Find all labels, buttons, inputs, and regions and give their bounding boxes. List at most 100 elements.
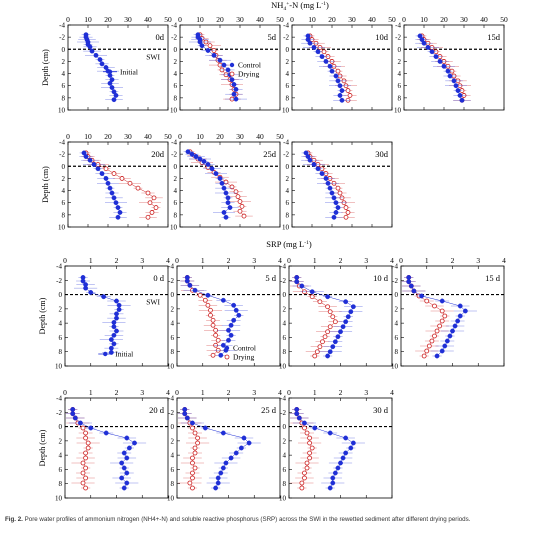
data-point-control: [197, 156, 203, 162]
y-tick-label: 10: [170, 107, 178, 115]
data-point-control: [109, 190, 115, 196]
x-tick-label: 4: [502, 256, 506, 265]
x-tick-label: 30: [124, 132, 132, 141]
y-tick-label: 10: [170, 224, 178, 232]
y-tick-label: 2: [395, 305, 399, 313]
data-point-control: [348, 445, 354, 451]
data-point-control: [115, 214, 121, 220]
data-point-control: [124, 480, 130, 486]
y-tick-label: 6: [62, 82, 66, 90]
data-point-control: [124, 435, 130, 441]
y-tick-label: 6: [174, 199, 178, 207]
data-point-control: [197, 39, 203, 45]
data-point-drying: [317, 344, 323, 350]
panel-day-label: 0d: [156, 32, 165, 42]
data-point-control: [315, 49, 321, 55]
data-point-control: [305, 154, 311, 159]
data-point-drying: [83, 475, 88, 481]
x-tick-label: 40: [256, 15, 264, 24]
data-point-control: [445, 68, 451, 74]
y-tick-label: 8: [174, 211, 178, 219]
y-tick-label: 4: [283, 320, 287, 328]
y-tick-label: 6: [395, 334, 399, 342]
x-tick-label: 10: [196, 15, 204, 24]
data-point-drying: [85, 440, 91, 446]
data-point-control: [345, 314, 351, 320]
y-tick-label: -2: [56, 409, 62, 417]
data-point-control: [450, 328, 455, 334]
panel-frame: [403, 24, 505, 111]
data-point-control: [209, 166, 215, 172]
y-tick-label: -2: [168, 409, 174, 417]
y-tick-label: -2: [171, 34, 177, 42]
figure-caption: Fig. 2. Pore water profiles of ammonium …: [5, 516, 545, 523]
y-tick-label: 8: [286, 94, 290, 102]
y-tick-label: 2: [62, 175, 66, 183]
data-point-initial: [111, 89, 117, 95]
data-point-drying: [241, 213, 247, 219]
legend-label-initial: Initial: [120, 67, 138, 76]
data-point-control: [201, 159, 207, 164]
data-point-control: [307, 157, 313, 163]
data-point-drying: [317, 299, 323, 305]
data-point-control: [78, 420, 83, 426]
data-point-drying: [147, 200, 153, 206]
data-point-drying: [215, 337, 221, 343]
data-point-control: [323, 176, 329, 181]
data-point-initial: [114, 328, 119, 334]
y-tick-label: 6: [283, 334, 287, 342]
x-tick-label: 1: [89, 388, 93, 397]
panel-day-label: 15 d: [485, 273, 501, 283]
data-point-control: [294, 279, 300, 285]
y-tick-label: 4: [395, 320, 399, 328]
data-point-control: [335, 78, 341, 84]
data-point-control: [121, 450, 127, 456]
data-point-control: [459, 97, 465, 103]
panel-frame: [67, 141, 169, 228]
data-point-control: [221, 62, 227, 68]
panel-day-label: 25d: [263, 149, 277, 159]
data-point-drying: [325, 304, 331, 310]
legend-marker-control: [229, 62, 235, 68]
data-point-drying: [197, 292, 203, 298]
data-point-initial: [116, 307, 122, 312]
y-tick-label: 4: [62, 70, 66, 78]
data-point-control: [323, 59, 329, 64]
x-tick-label: 40: [144, 132, 152, 141]
data-point-drying: [302, 475, 307, 481]
data-point-control: [81, 150, 87, 156]
y-tick-label: -4: [171, 139, 177, 147]
data-point-control: [311, 162, 317, 167]
data-point-control: [335, 465, 341, 471]
y-tick-label: 6: [59, 466, 63, 474]
data-point-control: [213, 171, 219, 176]
data-point-initial: [103, 65, 109, 70]
data-point-initial: [108, 337, 114, 342]
y-tick-label: -2: [395, 34, 401, 42]
data-point-control: [225, 200, 231, 206]
data-point-control: [330, 344, 336, 350]
y-tick-label: 10: [167, 363, 175, 371]
y-tick-label: 4: [62, 187, 66, 195]
data-point-initial: [111, 97, 117, 103]
data-point-drying: [239, 203, 245, 209]
y-tick-label: 6: [286, 199, 290, 207]
data-point-drying: [83, 485, 88, 491]
data-point-control: [223, 460, 229, 466]
data-point-control: [325, 180, 331, 186]
y-tick-label: -2: [56, 277, 62, 285]
y-tick-label: 8: [283, 348, 287, 356]
y-tick-label: 2: [286, 175, 290, 183]
data-point-control: [340, 455, 346, 461]
data-point-drying: [437, 323, 443, 329]
data-point-control: [319, 54, 325, 59]
data-point-drying: [192, 430, 198, 436]
panel-frame: [179, 24, 281, 111]
data-point-drying: [213, 332, 219, 338]
data-point-control: [453, 83, 459, 89]
data-point-drying: [304, 460, 310, 466]
data-point-drying: [85, 445, 91, 451]
y-tick-label: -2: [392, 277, 398, 285]
data-point-control: [192, 287, 198, 293]
